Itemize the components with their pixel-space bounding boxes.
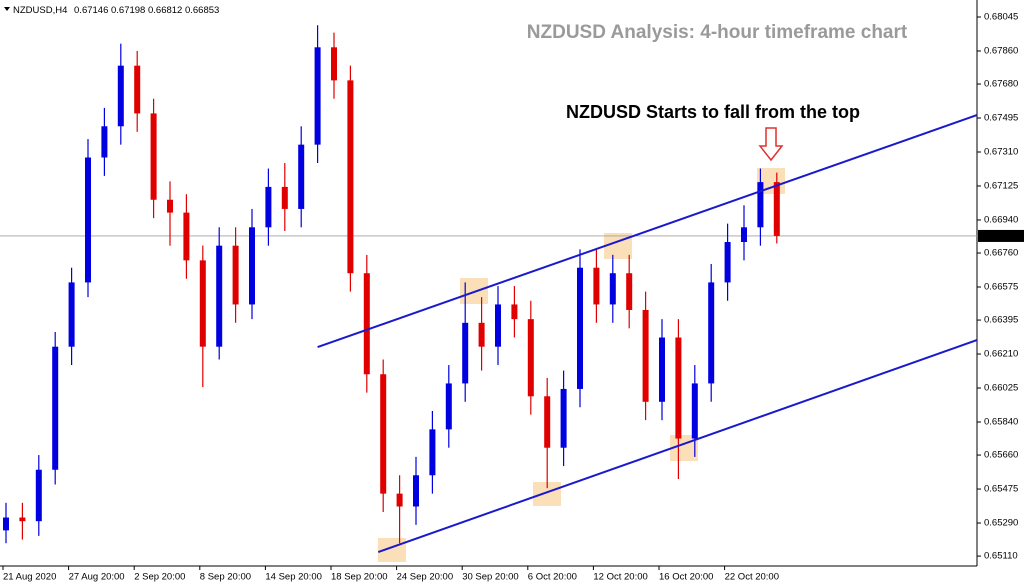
candle-body xyxy=(68,282,75,347)
candle-body xyxy=(396,493,403,507)
down-arrow xyxy=(758,127,784,162)
candle-body xyxy=(560,388,567,448)
y-tick-label: 0.67125 xyxy=(984,180,1018,191)
x-tick-label: 30 Sep 20:00 xyxy=(462,572,519,583)
candle-body xyxy=(298,144,305,209)
header-low: 0.66812 xyxy=(148,5,182,16)
x-tick-label: 2 Sep 20:00 xyxy=(134,572,185,583)
candle-body xyxy=(544,396,551,448)
x-tick-label: 27 Aug 20:00 xyxy=(69,572,125,583)
y-tick-label: 0.66210 xyxy=(984,349,1018,360)
candle-body xyxy=(216,245,223,347)
x-tick-label: 6 Oct 20:00 xyxy=(528,572,577,583)
current-price-label: 0.66853 xyxy=(983,230,1017,241)
candle-body xyxy=(462,322,469,384)
current-price-box xyxy=(978,229,1024,242)
y-tick-label: 0.66395 xyxy=(984,315,1018,326)
y-tick-label: 0.67680 xyxy=(984,79,1018,90)
highlight-boxes xyxy=(378,168,785,562)
candle-body xyxy=(35,469,42,522)
y-tick-label: 0.66575 xyxy=(984,282,1018,293)
x-tick-label: 21 Aug 2020 xyxy=(3,572,56,583)
candle-body xyxy=(445,383,452,430)
candle-body xyxy=(642,309,649,402)
x-tick-label: 14 Sep 20:00 xyxy=(265,572,322,583)
y-tick-label: 0.65840 xyxy=(984,417,1018,428)
chart-title: NZDUSD Analysis: 4-hour timeframe chart xyxy=(527,22,908,43)
candle-body xyxy=(101,126,108,158)
candle-body xyxy=(708,282,715,384)
y-tick-label: 0.65475 xyxy=(984,484,1018,495)
x-tick-label: 22 Oct 20:00 xyxy=(725,572,779,583)
candle-body xyxy=(380,374,387,494)
candle-body xyxy=(429,429,436,476)
x-tick-label: 24 Sep 20:00 xyxy=(397,572,454,583)
candle-body xyxy=(495,304,501,347)
header-triangle xyxy=(4,7,10,11)
symbol: NZDUSD,H4 xyxy=(13,5,67,16)
header-open: 0.67146 xyxy=(74,5,108,16)
y-tick-label: 0.67495 xyxy=(984,113,1018,124)
y-tick-label: 0.65290 xyxy=(984,518,1018,529)
candle-body xyxy=(232,245,239,305)
candle-body xyxy=(134,65,141,114)
candle-body xyxy=(659,337,665,402)
y-tick-label: 0.66760 xyxy=(984,248,1018,259)
annotation: NZDUSD Starts to fall from the top xyxy=(566,102,860,122)
candle-body xyxy=(249,227,255,305)
candle-body xyxy=(183,212,190,261)
y-tick-label: 0.65110 xyxy=(984,551,1018,562)
candle-body xyxy=(773,182,780,236)
y-tick-label: 0.66940 xyxy=(984,214,1018,225)
candle-body xyxy=(363,273,370,375)
candle-body xyxy=(265,186,272,228)
candle-body xyxy=(626,273,633,310)
y-tick-label: 0.65660 xyxy=(984,450,1018,461)
candle-body xyxy=(199,260,206,347)
y-tick-label: 0.67860 xyxy=(984,45,1018,56)
candle-body xyxy=(691,383,698,439)
y-tick-label: 0.66025 xyxy=(984,383,1018,394)
trendline xyxy=(317,114,978,349)
candle-body xyxy=(609,273,616,305)
y-tick-label: 0.67310 xyxy=(984,147,1018,158)
chart-header: NZDUSD,H4 0.67146 0.67198 0.66812 0.6685… xyxy=(13,5,219,16)
candle-body xyxy=(19,517,26,522)
candle-body xyxy=(347,80,354,274)
candle-body xyxy=(741,227,747,242)
header-close: 0.66853 xyxy=(185,5,219,16)
candle-body xyxy=(511,304,518,320)
candle-body xyxy=(724,242,731,283)
candle-body xyxy=(314,47,321,145)
candle-body xyxy=(675,337,682,439)
candle-body xyxy=(478,322,485,347)
x-tick-label: 18 Sep 20:00 xyxy=(331,572,388,583)
candle-body xyxy=(527,319,534,397)
candle-body xyxy=(150,113,157,200)
candle-body xyxy=(577,267,583,389)
candle-body xyxy=(3,517,9,531)
y-tick-label: 0.68045 xyxy=(984,12,1018,23)
candle-body xyxy=(757,182,764,228)
candle-body xyxy=(593,267,600,305)
candle-body xyxy=(331,47,337,81)
candle-body xyxy=(281,186,288,209)
candle-body xyxy=(413,475,419,507)
candle-body xyxy=(167,199,173,213)
x-tick-label: 8 Sep 20:00 xyxy=(200,572,251,583)
x-tick-label: 12 Oct 20:00 xyxy=(593,572,647,583)
candle-body xyxy=(52,346,59,470)
candle-body xyxy=(117,65,124,127)
trendline xyxy=(377,339,978,553)
header-high: 0.67198 xyxy=(111,5,145,16)
x-tick-label: 16 Oct 20:00 xyxy=(659,572,713,583)
candle-body xyxy=(85,157,91,283)
